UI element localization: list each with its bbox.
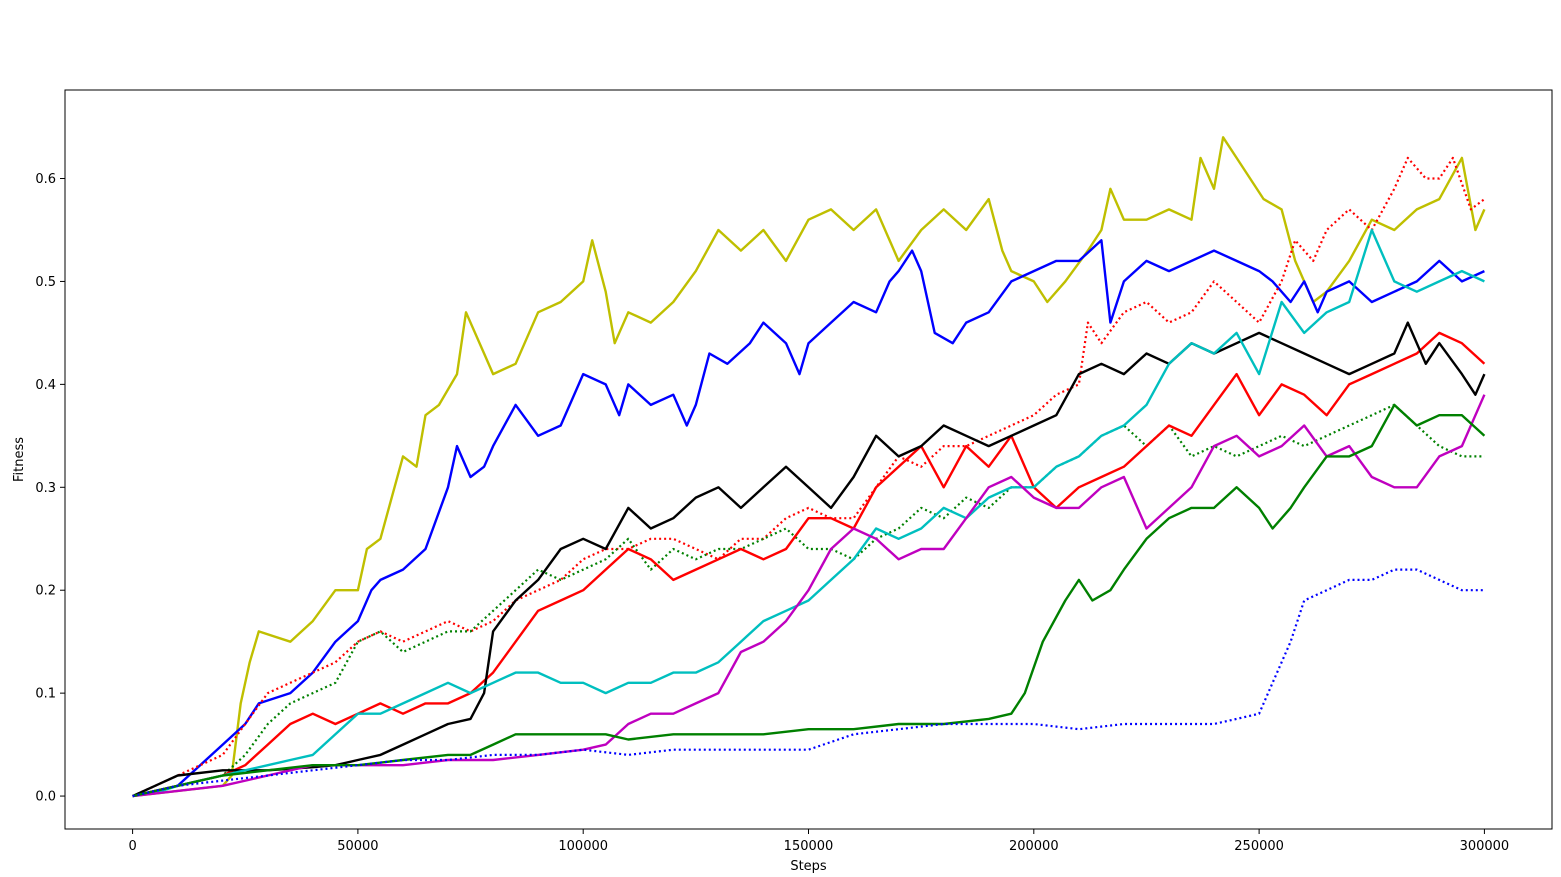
series-line-6: [132, 321, 1486, 798]
y-tick-label: 0.5: [35, 275, 56, 290]
y-tick-label: 0.2: [35, 584, 56, 599]
series-line-10: [132, 568, 1485, 798]
y-tick-label: 0.3: [35, 481, 56, 496]
x-axis: 0 50000 100000 150000 200000 250000 300000: [128, 829, 1509, 854]
y-axis: 0.0 0.1 0.2 0.3 0.4 0.5 0.6: [35, 172, 65, 805]
x-tick-label: 200000: [1009, 839, 1059, 854]
x-tick-label: 150000: [784, 839, 834, 854]
plot-frame: [64, 89, 1553, 830]
y-tick-label: 0.1: [35, 687, 56, 702]
y-tick-label: 0.4: [35, 378, 56, 393]
series-line-1: [132, 136, 1486, 798]
x-axis-label: Steps: [790, 859, 827, 874]
series-line-9: [132, 403, 1486, 798]
series-line-8: [132, 394, 1486, 798]
x-tick-label: 300000: [1460, 839, 1510, 854]
x-tick-label: 100000: [558, 839, 608, 854]
series-line-3: [132, 156, 1486, 798]
series-layer: [132, 136, 1486, 798]
x-tick-label: 250000: [1234, 839, 1284, 854]
series-line-7: [132, 228, 1485, 798]
y-axis-label: Fitness: [12, 437, 27, 482]
series-line-5: [132, 331, 1486, 798]
series-line-2: [132, 239, 1485, 798]
y-tick-label: 0.0: [35, 790, 56, 805]
x-tick-label: 0: [128, 839, 136, 854]
x-tick-label: 50000: [337, 839, 378, 854]
y-tick-label: 0.6: [35, 172, 56, 187]
